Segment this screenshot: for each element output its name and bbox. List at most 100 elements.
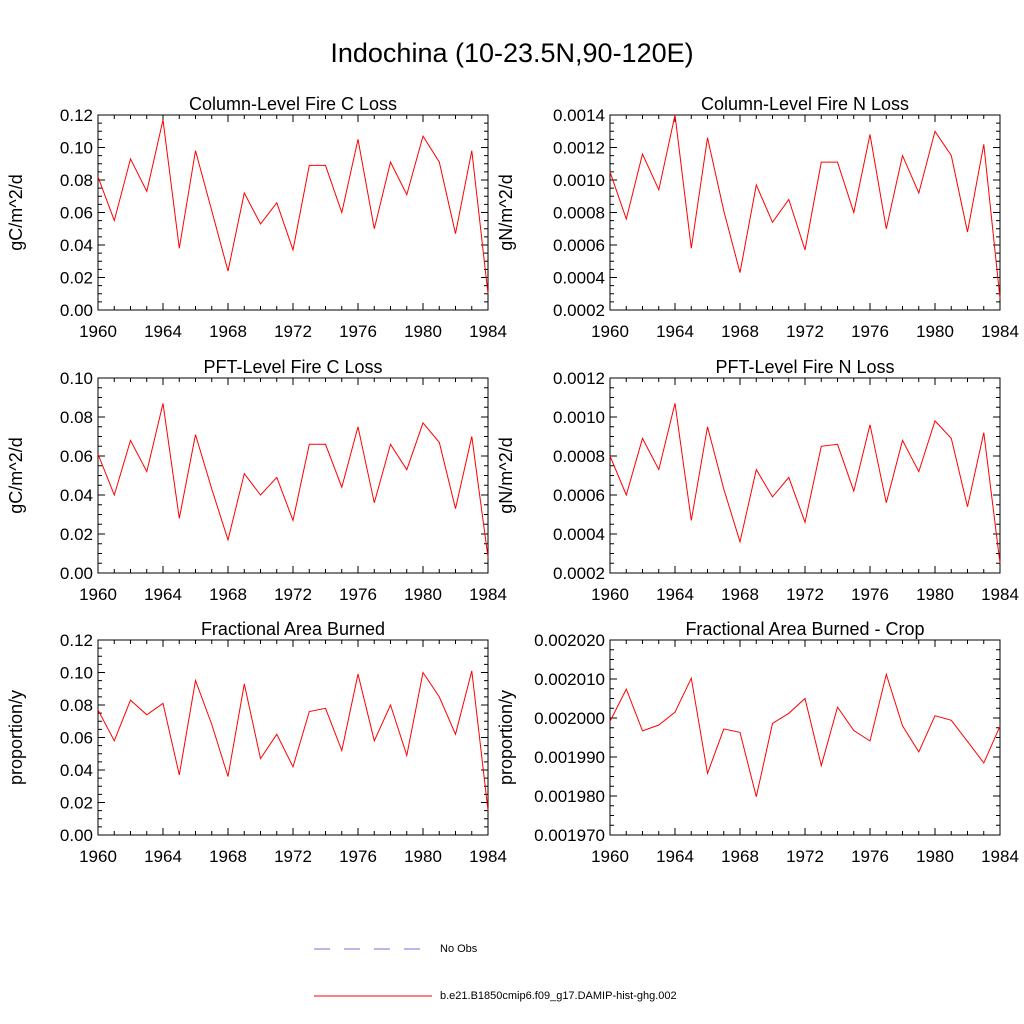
x-tick-label: 1964: [144, 585, 182, 604]
y-tick-label: 0.001990: [534, 748, 605, 767]
y-tick-label: 0.002000: [534, 709, 605, 728]
y-axis-label: gC/m^2/d: [6, 174, 26, 250]
y-tick-label: 0.0008: [553, 447, 605, 466]
series-line-1: [609, 114, 1001, 299]
chart-panel-2: 1960 1964 1968 1972 1976 1980 1984 0.0002 0.0004…: [496, 94, 1019, 341]
y-tick-label: 0.06: [60, 447, 93, 466]
x-tick-label: 1972: [786, 847, 824, 866]
x-tick-label: 1968: [721, 322, 759, 341]
x-tick-label: 1976: [339, 847, 377, 866]
panel-title: Column-Level Fire C Loss: [189, 94, 397, 114]
y-tick-label: 0.12: [60, 106, 93, 125]
x-tick-label: 1968: [721, 847, 759, 866]
y-tick-label: 0.08: [60, 171, 93, 190]
series-line-1: [609, 672, 1001, 797]
y-tick-label: 0.10: [60, 139, 93, 158]
chart-panel-6: 1960 1964 1968 1972 1976 1980 1984 0.001970 0.00…: [496, 619, 1019, 866]
x-tick-label: 1984: [981, 585, 1019, 604]
x-tick-label: 1980: [404, 322, 442, 341]
y-tick-label: 0.0004: [553, 269, 605, 288]
panel-title: Fractional Area Burned: [201, 619, 385, 639]
x-tick-label: 1976: [851, 322, 889, 341]
y-tick-label: 0.0012: [553, 139, 605, 158]
x-tick-label: 1964: [656, 847, 694, 866]
x-tick-label: 1976: [339, 585, 377, 604]
x-tick-label: 1976: [339, 322, 377, 341]
series-line-1: [97, 119, 489, 294]
x-tick-label: 1980: [404, 585, 442, 604]
y-axis-label: proportion/y: [496, 690, 516, 785]
plot-frame: [97, 114, 489, 311]
y-tick-label: 0.0012: [553, 369, 605, 388]
x-tick-label: 1972: [274, 322, 312, 341]
x-tick-label: 1980: [916, 322, 954, 341]
x-tick-label: 1984: [469, 322, 507, 341]
series-line-1: [609, 403, 1001, 564]
chart-panel-1: 1960 1964 1968 1972 1976 1980 1984 0.00 0.02 0.04…: [6, 94, 507, 341]
x-tick-label: 1968: [721, 585, 759, 604]
x-tick-label: 1968: [209, 585, 247, 604]
plot-frame: [609, 639, 1001, 836]
x-tick-label: 1960: [79, 585, 117, 604]
y-tick-label: 0.0002: [553, 564, 605, 583]
y-tick-label: 0.02: [60, 525, 93, 544]
panel-title: Fractional Area Burned - Crop: [685, 619, 924, 639]
y-tick-label: 0.0008: [553, 204, 605, 223]
y-tick-label: 0.00: [60, 301, 93, 320]
y-tick-label: 0.0014: [553, 106, 605, 125]
chart-panel-4: 1960 1964 1968 1972 1976 1980 1984 0.0002 0.0004…: [496, 357, 1019, 604]
y-tick-label: 0.08: [60, 408, 93, 427]
y-tick-label: 0.0002: [553, 301, 605, 320]
y-tick-label: 0.04: [60, 486, 93, 505]
y-tick-label: 0.06: [60, 729, 93, 748]
x-tick-label: 1980: [916, 847, 954, 866]
x-tick-label: 1960: [591, 585, 629, 604]
x-tick-label: 1964: [144, 322, 182, 341]
y-tick-label: 0.0010: [553, 408, 605, 427]
y-axis-label: proportion/y: [6, 690, 26, 785]
x-tick-label: 1964: [656, 585, 694, 604]
y-tick-label: 0.002020: [534, 631, 605, 650]
y-axis-label: gC/m^2/d: [6, 437, 26, 513]
panel-title: Column-Level Fire N Loss: [701, 94, 909, 114]
x-tick-label: 1968: [209, 322, 247, 341]
x-tick-label: 1984: [981, 322, 1019, 341]
y-tick-label: 0.00: [60, 826, 93, 845]
series-line-1: [97, 403, 489, 558]
x-tick-label: 1980: [404, 847, 442, 866]
y-tick-label: 0.0006: [553, 236, 605, 255]
x-tick-label: 1972: [274, 585, 312, 604]
figure-title: Indochina (10-23.5N,90-120E): [330, 38, 694, 68]
y-tick-label: 0.00: [60, 564, 93, 583]
x-tick-label: 1960: [591, 847, 629, 866]
x-tick-label: 1964: [656, 322, 694, 341]
chart-panel-3: 1960 1964 1968 1972 1976 1980 1984 0.00 0.02 0.04…: [6, 357, 507, 604]
y-tick-label: 0.0010: [553, 171, 605, 190]
chart-panel-5: 1960 1964 1968 1972 1976 1980 1984 0.00 0.02 0.04…: [6, 619, 507, 866]
x-tick-label: 1980: [916, 585, 954, 604]
panel-title: PFT-Level Fire C Loss: [203, 357, 382, 377]
x-tick-label: 1960: [591, 322, 629, 341]
x-tick-label: 1964: [144, 847, 182, 866]
y-tick-label: 0.04: [60, 761, 93, 780]
x-tick-label: 1972: [786, 322, 824, 341]
y-tick-label: 0.10: [60, 664, 93, 683]
y-tick-label: 0.0006: [553, 486, 605, 505]
y-tick-label: 0.08: [60, 696, 93, 715]
y-tick-label: 0.001980: [534, 787, 605, 806]
plot-frame: [97, 639, 489, 836]
y-tick-label: 0.02: [60, 269, 93, 288]
x-tick-label: 1976: [851, 847, 889, 866]
y-tick-label: 0.02: [60, 794, 93, 813]
x-tick-label: 1976: [851, 585, 889, 604]
x-tick-label: 1984: [469, 585, 507, 604]
series-line-1: [97, 670, 489, 811]
y-tick-label: 0.002010: [534, 670, 605, 689]
x-tick-label: 1984: [981, 847, 1019, 866]
x-tick-label: 1972: [274, 847, 312, 866]
y-tick-label: 0.0004: [553, 525, 605, 544]
y-tick-label: 0.06: [60, 204, 93, 223]
panel-title: PFT-Level Fire N Loss: [715, 357, 894, 377]
x-tick-label: 1984: [469, 847, 507, 866]
y-tick-label: 0.04: [60, 236, 93, 255]
